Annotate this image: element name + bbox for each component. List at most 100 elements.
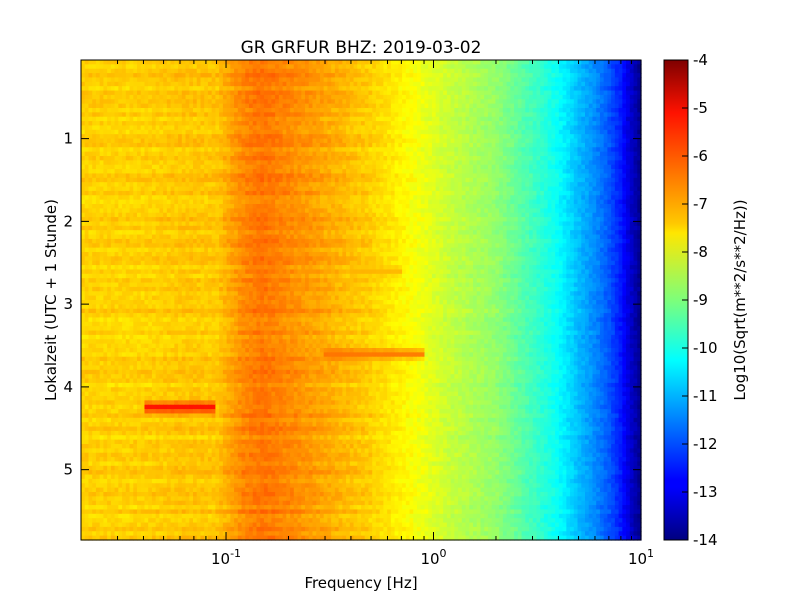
spectrogram-cell [547, 147, 552, 153]
spectrogram-cell [316, 164, 321, 170]
spectrogram-cell [566, 186, 571, 192]
spectrogram-cell [536, 64, 541, 70]
spectrogram-cell [234, 177, 239, 183]
spectrogram-cell [514, 121, 519, 127]
spectrogram-cell [334, 169, 340, 175]
spectrogram-cell [189, 138, 194, 144]
spectrogram-cell [323, 103, 328, 109]
spectrogram-cell [88, 94, 93, 100]
spectrogram-cell [566, 190, 571, 196]
spectrogram-cell [458, 108, 463, 113]
spectrogram-cell [342, 147, 347, 153]
spectrogram-cell [118, 77, 123, 83]
spectrogram-cell [431, 147, 437, 153]
spectrogram-cell [290, 64, 295, 70]
spectrogram-cell [293, 173, 299, 179]
spectrogram-cell [215, 182, 220, 188]
spectrogram-cell [458, 156, 463, 161]
spectrogram-cell [420, 121, 426, 127]
spectrogram-cell [495, 94, 500, 100]
spectrogram-cell [84, 204, 90, 209]
spectrogram-cell [555, 112, 560, 118]
spectrogram-cell [256, 182, 261, 188]
spectrogram-cell [558, 156, 564, 161]
spectrogram-cell [529, 134, 534, 140]
spectrogram-cell [618, 112, 623, 118]
spectrogram-cell [118, 99, 123, 105]
spectrogram-cell [125, 160, 131, 166]
spectrogram-cell [536, 190, 541, 196]
spectrogram-cell [103, 164, 108, 170]
spectrogram-cell [368, 108, 373, 113]
spectrogram-cell [424, 68, 429, 74]
spectrogram-cell [129, 121, 134, 127]
spectrogram-cell [465, 73, 470, 79]
spectrogram-cell [424, 129, 429, 135]
spectrogram-cell [129, 142, 134, 148]
spectrogram-cell [222, 147, 228, 153]
spectrogram-cell [275, 160, 280, 166]
spectrogram-cell [271, 147, 276, 153]
spectrogram-cell [170, 204, 175, 209]
spectrogram-cell [536, 121, 541, 127]
spectrogram-cell [342, 73, 347, 79]
spectrogram-cell [517, 103, 523, 109]
spectrogram-cell [308, 77, 314, 83]
spectrogram-cell [409, 138, 414, 144]
spectrogram-cell [293, 73, 299, 79]
spectrogram-cell [626, 182, 631, 188]
spectrogram-cell [521, 195, 526, 201]
spectrogram-cell [536, 60, 541, 65]
spectrogram-cell [502, 164, 508, 170]
spectrogram-cell [633, 151, 638, 157]
spectrogram-cell [245, 94, 250, 100]
spectrogram-cell [133, 164, 138, 170]
spectrogram-cell [308, 68, 314, 74]
spectrogram-cell [443, 199, 448, 205]
spectrogram-cell [103, 129, 108, 135]
spectrogram-cell [204, 169, 209, 175]
spectrogram-cell [398, 60, 403, 65]
spectrogram-cell [293, 199, 299, 205]
spectrogram-cell [189, 199, 194, 205]
spectrogram-cell [193, 73, 198, 79]
spectrogram-cell [144, 147, 149, 153]
spectrogram-cell [211, 169, 216, 175]
spectrogram-cell [81, 116, 86, 122]
spectrogram-cell [290, 90, 295, 96]
spectrogram-cell [547, 60, 552, 65]
spectrogram-cell [170, 177, 175, 183]
spectrogram-cell [151, 112, 157, 118]
spectrogram-cell [193, 116, 198, 122]
spectrogram-cell [297, 195, 302, 201]
spectrogram-cell [271, 199, 276, 205]
spectrogram-cell [110, 195, 116, 201]
spectrogram-cell [185, 73, 190, 79]
spectrogram-cell [174, 64, 179, 70]
spectrogram-cell [263, 134, 269, 140]
spectrogram-cell [629, 134, 635, 140]
spectrogram-cell [334, 190, 340, 196]
spectrogram-cell [338, 86, 343, 92]
spectrogram-cell [618, 77, 623, 83]
spectrogram-cell [185, 112, 190, 118]
spectrogram-cell [222, 151, 228, 157]
spectrogram-cell [566, 103, 571, 109]
spectrogram-cell [603, 99, 608, 105]
spectrogram-cell [249, 116, 254, 122]
spectrogram-cell [290, 94, 295, 100]
spectrogram-cell [517, 142, 523, 148]
spectrogram-cell [607, 177, 612, 183]
spectrogram-cell [133, 90, 138, 96]
spectrogram-cell [144, 86, 149, 92]
spectrogram-cell [99, 77, 104, 83]
spectrogram-cell [245, 186, 250, 192]
spectrogram-cell [81, 108, 86, 113]
spectrogram-cell [431, 60, 437, 65]
spectrogram-cell [424, 125, 429, 131]
spectrogram-cell [170, 68, 175, 74]
spectrogram-cell [267, 125, 272, 131]
spectrogram-cell [241, 204, 246, 209]
spectrogram-cell [99, 90, 104, 96]
spectrogram-cell [207, 160, 213, 166]
